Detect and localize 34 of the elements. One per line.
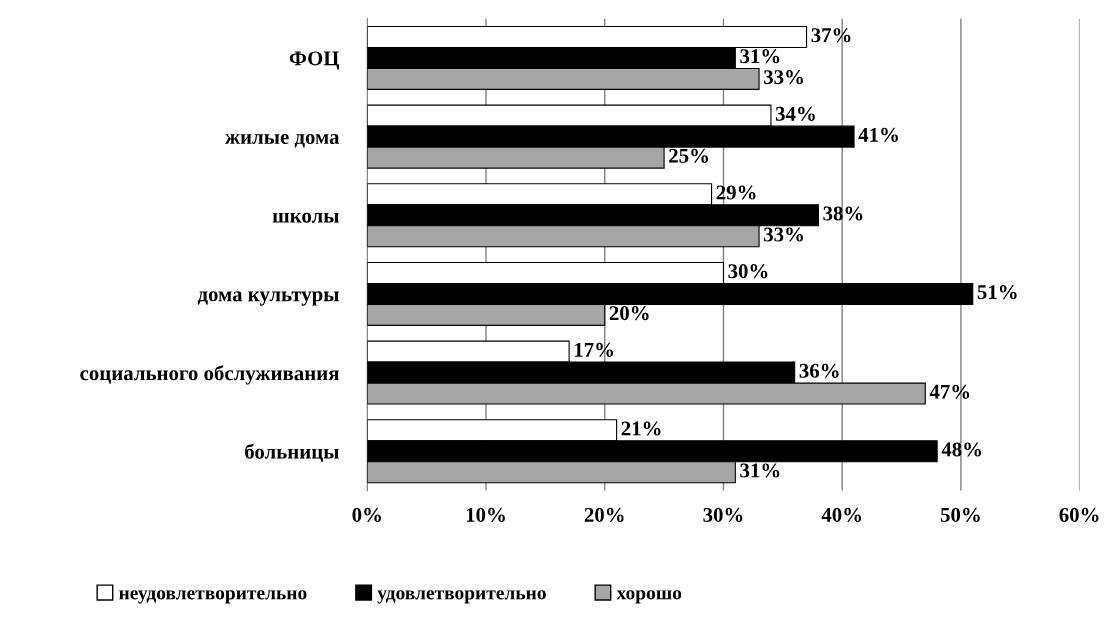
data-label: 25% (669, 148, 708, 163)
x-tick-label: 60% (1059, 507, 1099, 522)
data-label: 17% (574, 342, 613, 357)
data-label: 33% (764, 227, 803, 242)
data-label: 29% (716, 185, 756, 200)
x-tick-label: 50% (940, 507, 980, 522)
x-tick-label: 30% (703, 507, 743, 522)
data-label: 30% (728, 264, 768, 279)
data-label: 51% (977, 285, 1017, 300)
data-label: 38% (823, 206, 863, 221)
data-label: 20% (609, 306, 649, 321)
x-tick-label: 0% (352, 507, 381, 522)
data-label: 33% (764, 70, 803, 85)
data-label: 41% (858, 127, 898, 142)
x-tick-label: 20% (584, 507, 624, 522)
legend-label: неудовлетворительно (119, 590, 307, 604)
y-tick-label: дома культуры (197, 291, 339, 306)
data-label: 31% (740, 49, 780, 64)
x-tick-label: 40% (821, 507, 862, 522)
data-label: 31% (740, 463, 780, 478)
data-label: 37% (811, 28, 851, 43)
y-tick-label: жилые дома (224, 134, 340, 148)
data-label: 36% (799, 363, 839, 378)
legend-label: хорошо (616, 590, 682, 604)
data-label: 48% (941, 442, 982, 457)
y-tick-label: социального обслуживания (80, 365, 339, 385)
y-tick-label: ФОЦ (289, 51, 340, 70)
y-tick-label: больницы (245, 443, 339, 463)
data-label: 34% (775, 106, 815, 121)
data-label: 47% (929, 384, 970, 399)
x-tick-label: 10% (466, 507, 505, 522)
y-tick-label: школы (272, 212, 339, 223)
legend-label: удовлетворительно (377, 590, 546, 604)
data-label: 21% (621, 421, 661, 436)
